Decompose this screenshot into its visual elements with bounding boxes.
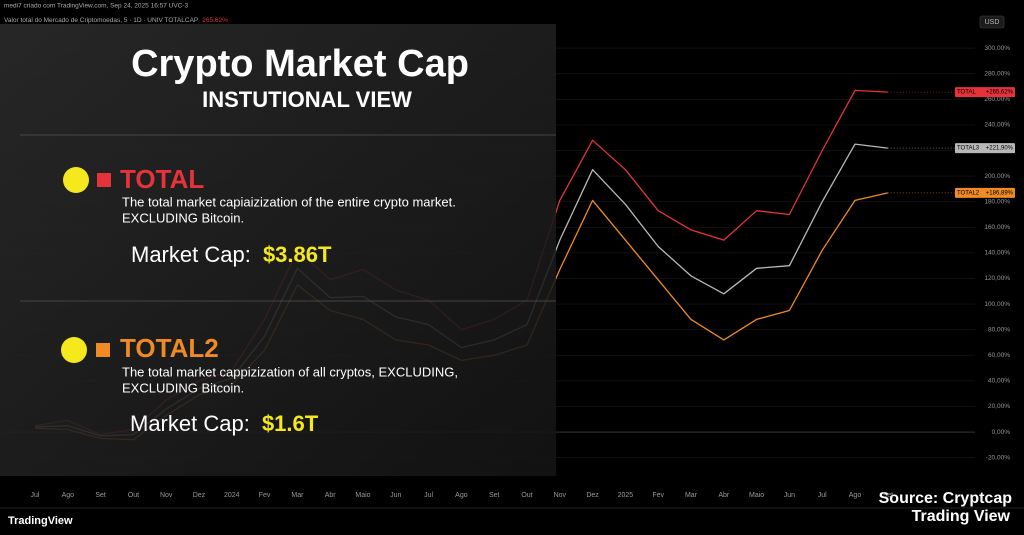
bullet bbox=[61, 337, 87, 363]
header-line2: Valor total do Mercado de Criptomoedas, … bbox=[4, 17, 228, 24]
x-tick-label: Dez bbox=[193, 492, 206, 499]
item-desc: The total market cappizization of all cr… bbox=[122, 364, 458, 379]
x-tick-label: Set bbox=[489, 492, 500, 499]
x-tick-label: Jul bbox=[818, 492, 827, 499]
market-cap-value: $1.6T bbox=[262, 411, 319, 436]
y-tick-label: 200,00% bbox=[984, 173, 1010, 180]
series-badge bbox=[955, 143, 1015, 154]
y-tick-label: 140,00% bbox=[984, 250, 1010, 257]
x-tick-label: Set bbox=[95, 492, 106, 499]
x-tick-label: Out bbox=[128, 492, 139, 499]
market-cap-label: Market Cap: bbox=[130, 411, 256, 436]
series-name: TOTAL2 bbox=[957, 190, 980, 196]
x-tick-label: Ago bbox=[849, 492, 862, 499]
x-tick-label: Ago bbox=[62, 492, 75, 499]
y-tick-label: 80,00% bbox=[988, 326, 1010, 333]
x-tick-label: Nov bbox=[160, 492, 173, 499]
item-desc: EXCLUDING Bitcoin. bbox=[122, 380, 244, 395]
item-desc: EXCLUDING Bitcoin. bbox=[122, 210, 244, 225]
value-label: +265,62% bbox=[986, 90, 1014, 96]
series-badge bbox=[955, 87, 1015, 98]
value-label: +221,90% bbox=[986, 146, 1014, 152]
x-tick-label: Jul bbox=[31, 492, 40, 499]
market-cap-label: Market Cap: bbox=[131, 242, 257, 267]
y-tick-label: 0,00% bbox=[992, 429, 1011, 436]
x-tick-label: Dez bbox=[586, 492, 599, 499]
item-name: TOTAL2 bbox=[120, 333, 219, 363]
market-cap-value: $3.86T bbox=[263, 242, 332, 267]
header-change: 265.62% bbox=[202, 17, 228, 24]
x-tick-label: Set bbox=[883, 492, 894, 499]
y-tick-label: 300,00% bbox=[984, 45, 1010, 52]
market-cap: Market Cap: $1.6T bbox=[130, 411, 319, 436]
y-tick-label: 160,00% bbox=[984, 224, 1010, 231]
y-tick-label: 240,00% bbox=[984, 122, 1010, 129]
x-tick-label: Fev bbox=[652, 492, 664, 499]
logo: TradingView bbox=[8, 515, 73, 527]
y-tick-label: 100,00% bbox=[984, 301, 1010, 308]
y-tick-label: 280,00% bbox=[984, 70, 1010, 77]
item-name: TOTAL bbox=[120, 164, 204, 194]
x-tick-label: Fev bbox=[259, 492, 271, 499]
overlay-panel bbox=[0, 24, 556, 476]
y-tick-label: -20,00% bbox=[986, 454, 1010, 461]
source: Trading View bbox=[912, 508, 1011, 525]
y-tick-label: 40,00% bbox=[988, 378, 1010, 385]
series-name: TOTAL3 bbox=[957, 146, 980, 152]
header-line1: medi7 criado com TradingView.com, Sep 24… bbox=[4, 3, 189, 10]
currency-box bbox=[979, 15, 1005, 29]
subtitle: INSTUTIONAL VIEW bbox=[202, 87, 412, 112]
value-label: +186,89% bbox=[986, 190, 1014, 196]
market-cap: Market Cap: $3.86T bbox=[131, 242, 332, 267]
x-tick-label: Jun bbox=[390, 492, 401, 499]
y-tick-label: 20,00% bbox=[988, 403, 1010, 410]
x-tick-label: Mar bbox=[291, 492, 304, 499]
header-text: Valor total do Mercado de Criptomoedas, … bbox=[4, 17, 198, 24]
square-icon bbox=[96, 343, 110, 357]
title: Crypto Market Cap bbox=[131, 43, 469, 85]
currency: USD bbox=[985, 19, 1000, 26]
x-tick-label: Ago bbox=[455, 492, 468, 499]
source: Source: Cryptcap bbox=[879, 490, 1013, 507]
y-tick-label: 180,00% bbox=[984, 198, 1010, 205]
x-tick-label: Maio bbox=[355, 492, 370, 499]
x-tick-label: Abr bbox=[325, 492, 337, 499]
y-tick-label: 60,00% bbox=[988, 352, 1010, 359]
x-tick-label: Jun bbox=[784, 492, 795, 499]
x-tick-label: Mar bbox=[685, 492, 698, 499]
x-tick-label: Jul bbox=[424, 492, 433, 499]
bullet bbox=[63, 167, 89, 193]
x-tick-label: 2025 bbox=[618, 492, 634, 499]
x-tick-label: 2024 bbox=[224, 492, 240, 499]
x-tick-label: Nov bbox=[554, 492, 567, 499]
item-desc: The total market capiaizization of the e… bbox=[122, 194, 456, 209]
x-tick-label: Maio bbox=[749, 492, 764, 499]
series-name: TOTAL bbox=[957, 90, 976, 96]
series-badge bbox=[955, 187, 1015, 198]
x-tick-label: Out bbox=[521, 492, 532, 499]
square-icon bbox=[97, 173, 111, 187]
y-tick-label: 120,00% bbox=[984, 275, 1010, 282]
y-tick-label: 260,00% bbox=[984, 96, 1010, 103]
x-tick-label: Abr bbox=[718, 492, 730, 499]
